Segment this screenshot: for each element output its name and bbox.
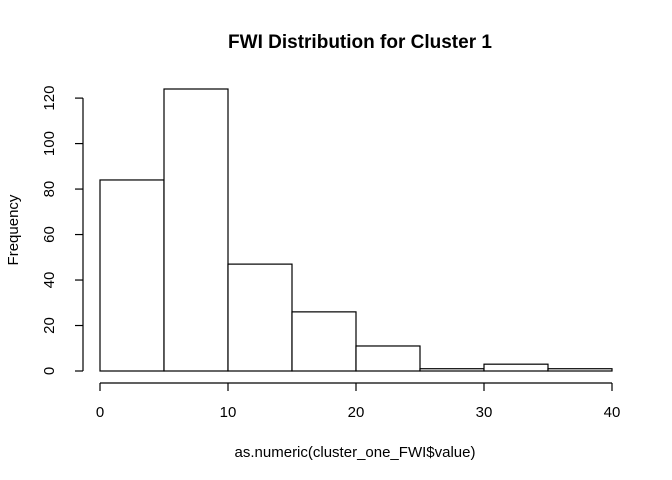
histogram-bar [227, 263, 293, 372]
histogram-bar [355, 345, 421, 372]
histogram-bar [163, 88, 229, 372]
histogram-bar [483, 363, 549, 372]
histogram-bar [419, 368, 485, 372]
x-tick-label: 30 [476, 404, 493, 421]
histogram-bar [99, 179, 165, 372]
y-tick-label: 60 [41, 226, 58, 243]
chart-title: FWI Distribution for Cluster 1 [228, 32, 492, 53]
y-tick-label: 0 [41, 367, 58, 375]
y-tick-label: 120 [41, 86, 58, 111]
x-tick-label: 0 [96, 404, 104, 421]
y-tick-label: 20 [41, 317, 58, 334]
y-axis-label: Frequency [5, 194, 22, 265]
y-tick-label: 80 [41, 181, 58, 198]
histogram-bar [547, 368, 613, 372]
histogram-bars [99, 88, 613, 372]
y-axis: 0 20 40 60 80 100 120 [41, 86, 84, 375]
y-tick-label: 40 [41, 272, 58, 289]
x-axis-label: as.numeric(cluster_one_FWI$value) [235, 444, 476, 461]
x-tick-label: 20 [348, 404, 365, 421]
y-tick-label: 100 [41, 131, 58, 156]
x-tick-label: 40 [604, 404, 621, 421]
x-tick-label: 10 [220, 404, 237, 421]
x-axis: 0 10 20 30 40 [96, 382, 621, 421]
histogram-bar [291, 311, 357, 372]
